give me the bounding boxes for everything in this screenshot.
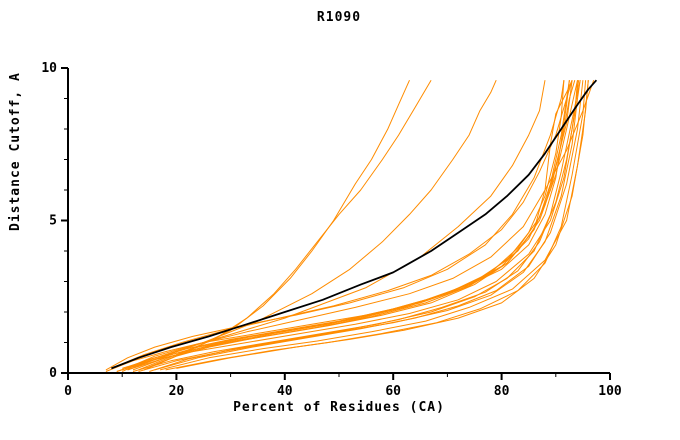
x-tick-label: 40 xyxy=(277,384,293,399)
model-line xyxy=(111,80,570,369)
model-line xyxy=(127,79,573,371)
model-line xyxy=(132,80,573,371)
model-line xyxy=(149,79,410,368)
y-tick-label: 10 xyxy=(41,61,57,76)
model-line xyxy=(154,80,584,371)
model-line xyxy=(132,80,581,372)
y-tick-label: 5 xyxy=(49,214,57,229)
reference-line xyxy=(111,79,598,370)
x-axis-label: Percent of Residues (CA) xyxy=(233,400,445,415)
model-line xyxy=(127,80,578,371)
model-line xyxy=(138,80,581,372)
x-tick-label: 20 xyxy=(169,384,185,399)
model-line xyxy=(149,80,578,372)
model-line xyxy=(165,80,587,371)
model-line xyxy=(116,80,576,372)
x-tick-label: 100 xyxy=(598,384,622,399)
x-tick-label: 60 xyxy=(385,384,401,399)
model-line xyxy=(143,80,573,371)
x-tick-label: 80 xyxy=(494,384,510,399)
model-line xyxy=(138,79,432,371)
model-line xyxy=(105,80,565,371)
model-line xyxy=(116,80,580,372)
model-line xyxy=(159,80,589,371)
model-line xyxy=(121,80,565,372)
chart-title: R1090 xyxy=(316,10,362,25)
model-line xyxy=(122,80,546,369)
model-line xyxy=(105,80,570,372)
y-tick-label: 0 xyxy=(49,366,57,381)
x-tick-label: 0 xyxy=(64,384,72,399)
model-line xyxy=(122,80,595,371)
